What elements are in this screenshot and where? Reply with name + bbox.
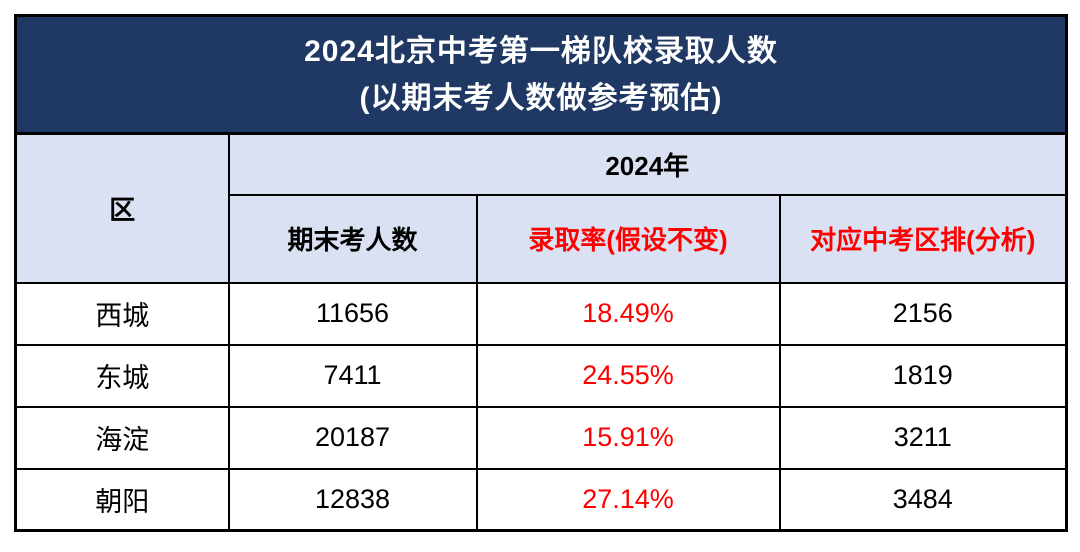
- rank-cell: 1819: [778, 343, 1068, 408]
- year-group-header: 2024年: [227, 132, 1068, 196]
- admission-rate-cell: 27.14%: [475, 467, 781, 532]
- col-header-rank: 对应中考区排(分析): [778, 193, 1068, 284]
- district-cell: 东城: [14, 343, 230, 408]
- district-cell: 西城: [14, 281, 230, 346]
- district-cell: 朝阳: [14, 467, 230, 532]
- table-row: 西城 11656 18.49% 2156: [14, 281, 1068, 346]
- exam-count-cell: 11656: [227, 281, 478, 346]
- exam-count-cell: 20187: [227, 405, 478, 470]
- table-title: 2024北京中考第一梯队校录取人数 (以期末考人数做参考预估): [14, 14, 1068, 135]
- admission-rate-cell: 15.91%: [475, 405, 781, 470]
- admissions-table: 2024北京中考第一梯队校录取人数 (以期末考人数做参考预估) 区 2024年 …: [14, 14, 1068, 532]
- title-line-2: (以期末考人数做参考预估): [359, 81, 723, 115]
- col-header-admission-rate: 录取率(假设不变): [475, 193, 781, 284]
- year-header-row: 区 2024年: [14, 132, 1068, 284]
- sub-header-row: 期末考人数 录取率(假设不变) 对应中考区排(分析): [16, 193, 1068, 284]
- exam-count-cell: 12838: [227, 467, 478, 532]
- title-line-1: 2024北京中考第一梯队校录取人数: [304, 34, 778, 68]
- admission-rate-cell: 24.55%: [475, 343, 781, 408]
- district-cell: 海淀: [14, 405, 230, 470]
- table-row: 朝阳 12838 27.14% 3484: [14, 467, 1068, 532]
- title-row: 2024北京中考第一梯队校录取人数 (以期末考人数做参考预估): [14, 14, 1068, 135]
- col-header-district: 区: [14, 132, 230, 284]
- col-header-exam-count: 期末考人数: [227, 193, 478, 284]
- admission-rate-cell: 18.49%: [475, 281, 781, 346]
- rank-cell: 2156: [778, 281, 1068, 346]
- exam-count-cell: 7411: [227, 343, 478, 408]
- rank-cell: 3484: [778, 467, 1068, 532]
- table-row: 海淀 20187 15.91% 3211: [14, 405, 1068, 470]
- rank-cell: 3211: [778, 405, 1068, 470]
- table-row: 东城 7411 24.55% 1819: [14, 343, 1068, 408]
